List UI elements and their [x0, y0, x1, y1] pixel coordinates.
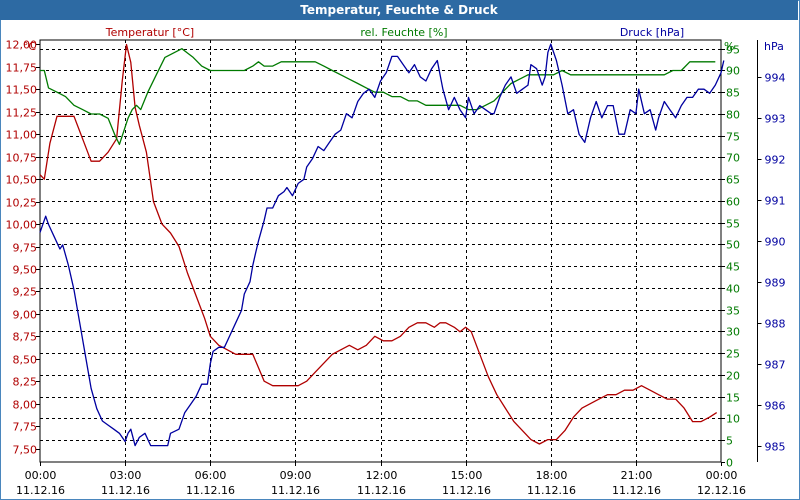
- humidity-tick-label: 60: [726, 196, 740, 209]
- series-line-temperature: [39, 43, 718, 445]
- humidity-tick-label: 95: [726, 44, 740, 57]
- x-tick-date: 11.12.16: [101, 484, 150, 497]
- humidity-tick-label: 25: [726, 348, 740, 361]
- x-tick-time: 18:00: [536, 469, 568, 482]
- temperature-tick-label: 11,75: [6, 62, 38, 75]
- x-tick-date: 11.12.16: [271, 484, 320, 497]
- chart-title: Temperatur, Feuchte & Druck: [0, 0, 798, 20]
- x-tick-date: 11.12.16: [16, 484, 65, 497]
- grid: [39, 39, 722, 463]
- temperature-tick-label: 9,50: [13, 264, 38, 277]
- pressure-tick-label: 985: [765, 441, 786, 454]
- x-tick-date: 11.12.16: [186, 484, 235, 497]
- temperature-tick-label: 10,00: [6, 219, 38, 232]
- humidity-tick-label: 80: [726, 109, 740, 122]
- humidity-tick-label: 90: [726, 65, 740, 78]
- humidity-tick-label: 75: [726, 131, 740, 144]
- humidity-tick-label: 10: [726, 413, 740, 426]
- x-tick-time: 00:00: [706, 469, 738, 482]
- humidity-tick-label: 55: [726, 218, 740, 231]
- humidity-tick-label: 45: [726, 261, 740, 274]
- series-lines: [39, 43, 725, 447]
- humidity-tick-label: 50: [726, 239, 740, 252]
- humidity-tick-label: 15: [726, 392, 740, 405]
- humidity-tick-label: 5: [726, 435, 733, 448]
- x-tick-date: 11.12.16: [527, 484, 576, 497]
- temperature-tick-label: 8,75: [13, 331, 38, 344]
- pressure-tick-label: 989: [765, 277, 786, 290]
- temperature-tick-label: 8,50: [13, 354, 38, 367]
- temperature-tick-label: 8,25: [13, 376, 38, 389]
- humidity-tick-label: 30: [726, 326, 740, 339]
- humidity-tick-label: 20: [726, 370, 740, 383]
- temperature-tick-label: 10,50: [6, 174, 38, 187]
- humidity-tick-label: 40: [726, 283, 740, 296]
- pressure-tick-label: 992: [765, 154, 786, 167]
- humidity-axis-label: rel. Feuchte [%]: [360, 26, 447, 39]
- humidity-tick-label: 70: [726, 152, 740, 165]
- temperature-tick-label: 7,50: [13, 444, 38, 457]
- pressure-tick-label: 990: [765, 236, 786, 249]
- x-tick-time: 21:00: [621, 469, 653, 482]
- pressure-tick-label: 988: [765, 318, 786, 331]
- humidity-tick-label: 35: [726, 305, 740, 318]
- plot-frame: [39, 39, 722, 463]
- pressure-tick-label: 994: [765, 72, 786, 85]
- temperature-tick-label: 11,50: [6, 84, 38, 97]
- x-tick-time: 00:00: [25, 469, 57, 482]
- temperature-tick-label: 11,25: [6, 107, 38, 120]
- temperature-unit: °C: [23, 40, 37, 53]
- x-tick-date: 11.12.16: [357, 484, 406, 497]
- temperature-tick-label: 10,25: [6, 197, 38, 210]
- temperature-tick-label: 9,25: [13, 286, 38, 299]
- x-tick-date: 11.12.16: [612, 484, 661, 497]
- humidity-unit: %: [724, 40, 734, 53]
- pressure-tick-label: 986: [765, 400, 786, 413]
- temperature-tick-label: 7,75: [13, 421, 38, 434]
- x-tick-time: 03:00: [110, 469, 142, 482]
- series-line-humidity: [40, 48, 716, 146]
- pressure-axis-label: Druck [hPa]: [620, 26, 684, 39]
- pressure-tick-label: 991: [765, 195, 786, 208]
- x-tick-time: 06:00: [195, 469, 227, 482]
- temperature-tick-label: 12,00: [6, 39, 38, 52]
- pressure-tick-label: 993: [765, 113, 786, 126]
- temperature-tick-label: 8,00: [13, 399, 38, 412]
- series-line-pressure: [39, 43, 725, 447]
- x-tick-time: 09:00: [280, 469, 312, 482]
- temperature-tick-label: 11,00: [6, 129, 38, 142]
- x-tick-time: 15:00: [451, 469, 483, 482]
- x-tick-date: 11.12.16: [442, 484, 491, 497]
- temperature-tick-label: 10,75: [6, 152, 38, 165]
- x-tick-time: 12:00: [366, 469, 398, 482]
- x-tick-date: 12.12.16: [697, 484, 746, 497]
- temperature-tick-label: 9,75: [13, 242, 38, 255]
- axes: 0 5 10 15 20 25 30 35 40 45 50 55 60 65 70 75 80 85 90 95 00…: [6, 39, 786, 498]
- pressure-tick-label: 987: [765, 359, 786, 372]
- humidity-tick-label: 65: [726, 174, 740, 187]
- pressure-unit: hPa: [764, 40, 784, 53]
- temperature-tick-label: 9,00: [13, 309, 38, 322]
- temperature-axis-label: Temperatur [°C]: [105, 26, 194, 39]
- humidity-tick-label: 85: [726, 87, 740, 100]
- humidity-tick-label: 0: [726, 457, 733, 470]
